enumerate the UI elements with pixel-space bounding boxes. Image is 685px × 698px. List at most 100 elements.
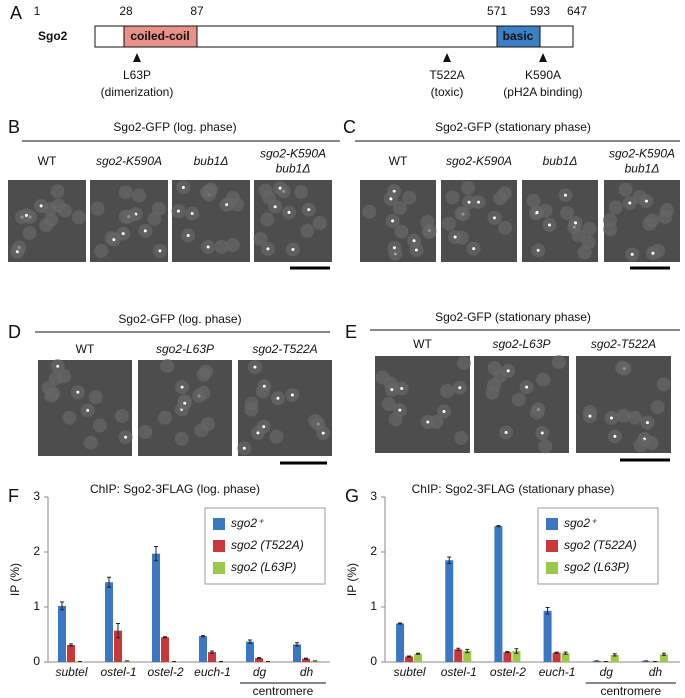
column-label: bub1Δ — [543, 154, 578, 168]
panel-label: E — [345, 322, 357, 342]
error-bar — [257, 657, 261, 660]
panel-title: Sgo2-GFP (stationary phase) — [435, 310, 591, 324]
domain-label: coiled-coil — [130, 29, 189, 43]
domain-label: basic — [503, 29, 534, 43]
coiled-coil-domain — [123, 25, 198, 48]
panel-title: Sgo2-GFP (log. phase) — [113, 120, 236, 134]
signal-dot — [206, 245, 210, 249]
signal-dot — [86, 408, 90, 412]
signal-dot — [158, 249, 162, 253]
cell — [454, 206, 469, 221]
cell — [560, 205, 575, 220]
signal-dot — [400, 386, 404, 390]
x-tick-label: subtel — [55, 665, 87, 679]
cell — [603, 222, 618, 237]
bar — [105, 582, 113, 662]
protein-bar — [94, 25, 574, 48]
bar — [445, 560, 454, 662]
cell — [538, 439, 553, 454]
signal-dot — [186, 233, 190, 237]
cell — [244, 402, 259, 417]
error-bar — [398, 622, 403, 625]
x-tick-label: ostel-2 — [490, 665, 526, 679]
legend-swatch — [546, 540, 558, 552]
signal-dot — [574, 221, 578, 225]
legend-label: sgo2 (T522A) — [564, 538, 637, 552]
signal-dot — [547, 223, 551, 227]
error-bar — [514, 648, 519, 654]
legend-swatch — [213, 518, 225, 530]
panel-label: A — [10, 3, 22, 23]
bar — [293, 644, 301, 662]
signal-dot — [39, 204, 43, 208]
cell — [659, 203, 674, 218]
residue-number: 571 — [487, 4, 507, 18]
signal-dot — [262, 384, 266, 388]
column-label: sgo2-L63P — [492, 337, 550, 351]
signal-dot — [24, 213, 28, 217]
cell — [114, 409, 129, 424]
signal-dot — [506, 369, 510, 373]
y-tick-label: 2 — [370, 544, 377, 558]
signal-dot — [476, 200, 480, 204]
error-bar — [248, 639, 252, 644]
signal-dot — [628, 201, 632, 205]
y-tick-label: 1 — [370, 599, 377, 613]
signal-dot — [645, 421, 649, 425]
protein-name: Sgo2 — [38, 29, 68, 43]
bar — [494, 526, 503, 662]
cell — [615, 360, 630, 375]
signal-dot — [630, 252, 634, 256]
signal-dot — [290, 393, 294, 397]
signal-dot — [392, 246, 396, 250]
cell — [627, 410, 642, 425]
y-axis-label: IP (%) — [8, 563, 22, 596]
signal-dot — [613, 434, 617, 438]
cell — [72, 210, 87, 225]
cell — [260, 212, 275, 227]
bar — [114, 630, 122, 662]
bar — [592, 660, 601, 662]
cell — [50, 184, 65, 199]
signal-dot — [242, 446, 246, 450]
error-bar — [563, 651, 568, 655]
column-label: bub1Δ — [194, 154, 229, 168]
residue-number: 647 — [567, 4, 587, 18]
cell — [536, 372, 551, 387]
bar — [454, 649, 463, 662]
cell — [48, 371, 63, 386]
cell — [92, 418, 107, 433]
cell — [300, 223, 315, 238]
y-tick-label: 3 — [370, 489, 377, 503]
cell — [214, 239, 229, 254]
cell — [441, 216, 456, 231]
column-label: sgo2-K590A — [609, 147, 675, 161]
signal-dot — [15, 250, 19, 254]
bar — [396, 623, 405, 662]
x-tick-label: dg — [253, 665, 267, 679]
x-tick-label: ostel-1 — [100, 665, 136, 679]
signal-dot — [391, 219, 395, 223]
cell — [83, 435, 98, 450]
signal-dot — [467, 200, 471, 204]
signal-dot — [56, 364, 60, 368]
error-bar — [210, 650, 214, 654]
bar — [405, 656, 414, 662]
bar — [67, 644, 75, 662]
cell — [551, 355, 566, 370]
cell — [645, 213, 660, 228]
mutation-name: K590A — [525, 68, 561, 82]
error-bar — [407, 655, 412, 658]
x-tick-label: ostel-2 — [147, 665, 183, 679]
error-bar — [295, 642, 299, 647]
mutation-name: T522A — [429, 68, 464, 82]
mutation-note: (dimerization) — [101, 85, 174, 99]
signal-dot — [180, 385, 184, 389]
signal-dot — [143, 229, 147, 233]
cell — [526, 193, 541, 208]
cell — [174, 431, 189, 446]
cell — [199, 364, 214, 379]
cell — [58, 203, 73, 218]
x-tick-label: euch-1 — [539, 665, 576, 679]
